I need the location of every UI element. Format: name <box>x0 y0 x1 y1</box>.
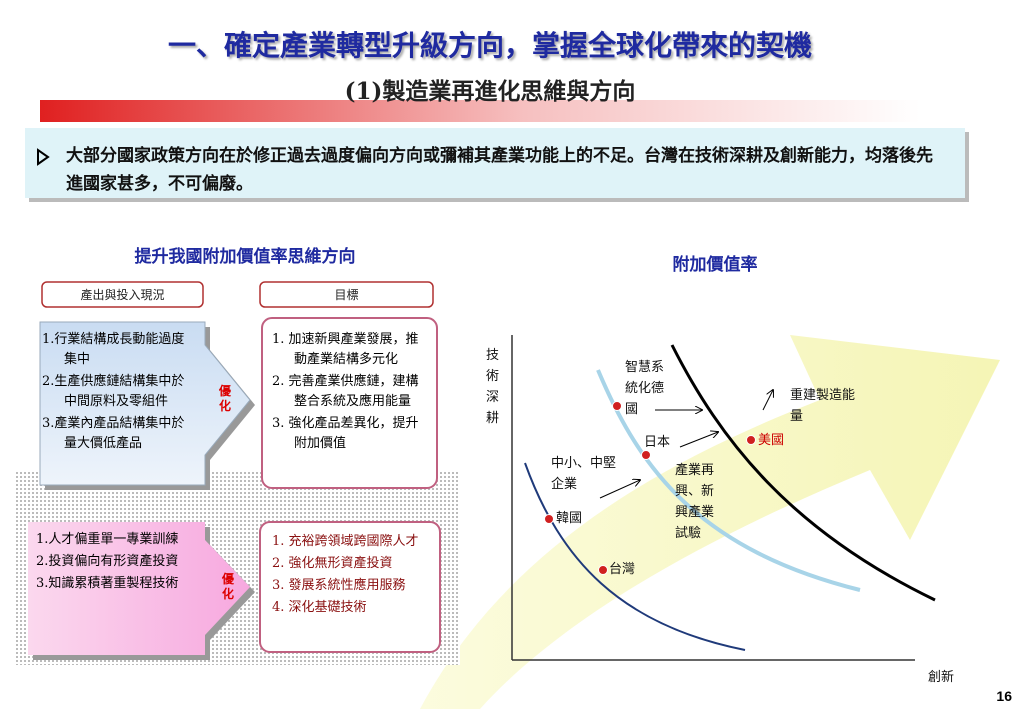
item: 3. 發展系統性應用服務 <box>272 578 406 593</box>
tab-label: 產出與投入現況 <box>80 288 165 302</box>
point-label: 日本 <box>644 435 671 450</box>
arrow <box>762 390 773 411</box>
current-box <box>28 522 250 655</box>
points <box>544 401 756 575</box>
point-label: 中小、中堅企業 <box>551 456 617 492</box>
item: 2. 強化無形資產投資 <box>272 556 393 571</box>
point <box>641 450 651 460</box>
curve <box>524 462 746 651</box>
curve <box>670 344 936 602</box>
item: 3. 強化產品差異化，提升附加價值 <box>272 416 419 451</box>
item: 3.知識累積著重製程技術 <box>36 576 179 591</box>
bullet-marker <box>37 148 50 166</box>
title-bar <box>40 100 920 122</box>
point <box>544 514 554 524</box>
goal-list: 1. 加速新興產業發展，推動產業結構多元化 2. 完善產業供應鏈，建構整合系統及… <box>272 330 427 456</box>
item: 1. 充裕跨領域跨國際人才 <box>272 534 419 549</box>
item: 3.產業內產品結構集中於量大價低產品 <box>42 416 185 451</box>
goal-box <box>261 317 438 489</box>
current-list: 1.人才偏重單一專業訓練 2.投資偏向有形資產投資 3.知識累積著重製程技術 <box>36 530 196 596</box>
arrows <box>599 390 773 499</box>
bullet-box <box>25 128 965 198</box>
current-box <box>39 321 251 486</box>
x-axis-label: 創新 <box>928 670 955 685</box>
item: 2.投資偏向有形資產投資 <box>36 554 179 569</box>
note-label: 重建製造能量 <box>790 388 856 424</box>
panel-title: 提升我國附加價值率思維方向 <box>134 247 356 267</box>
item: 1.行業結構成長動能過度集中 <box>42 332 185 367</box>
current-list: 1.行業結構成長動能過度集中 2.生產供應鏈結構集中於中間原料及零組件 3.產業… <box>42 330 192 456</box>
item: 2. 完善產業供應鏈，建構整合系統及應用能量 <box>272 374 419 409</box>
point-label: 美國 <box>758 433 785 448</box>
subtitle: (1)製造業再進化思維與方向 <box>344 78 636 105</box>
page-number: 16 <box>996 688 1012 704</box>
arrow <box>599 480 640 499</box>
panel-title: 附加價值率 <box>672 255 758 275</box>
item: 4. 深化基礎技術 <box>272 600 367 615</box>
point <box>746 435 756 445</box>
y-axis-label: 技術深耕 <box>486 348 500 426</box>
title: 一、確定產業轉型升級方向，掌握全球化帶來的契機 <box>167 29 812 62</box>
goal-box <box>259 521 441 653</box>
arrow <box>679 432 718 448</box>
point-label: 台灣 <box>609 562 636 577</box>
action-label: 優化 <box>218 384 231 413</box>
point <box>598 565 608 575</box>
point <box>612 401 622 411</box>
tab-box <box>41 281 204 308</box>
up-arrow <box>215 470 255 515</box>
item: 1.人才偏重單一專業訓練 <box>36 532 179 547</box>
goal-list: 1. 充裕跨領域跨國際人才 2. 強化無形資產投資 3. 發展系統性應用服務 4… <box>272 532 432 620</box>
item: 2.生產供應鏈結構集中於中間原料及零組件 <box>42 374 185 409</box>
point-label: 智慧系統化德國 <box>625 360 665 417</box>
action-label: 優化 <box>221 572 234 601</box>
bullet-text: 大部分國家政策方向在於修正過去過度偏向方向或彌補其產業功能上的不足。台灣在技術深… <box>66 146 933 194</box>
item: 1. 加速新興產業發展，推動產業結構多元化 <box>272 332 419 367</box>
point-label: 韓國 <box>556 511 583 526</box>
tab-label: 目標 <box>334 288 359 302</box>
tab-box <box>259 281 434 308</box>
note-label: 產業再興、新興產業試驗 <box>675 463 715 541</box>
